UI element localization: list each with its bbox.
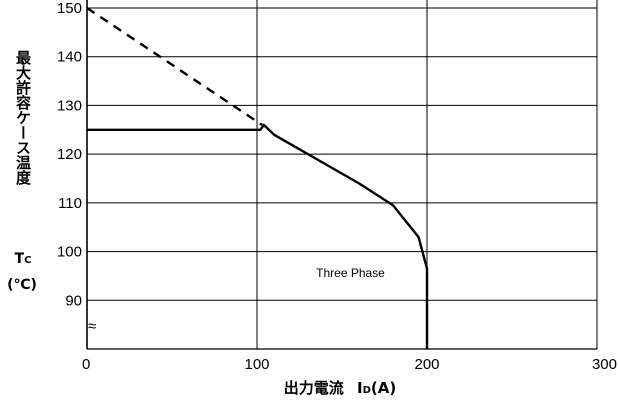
series-layer (86, 7, 429, 349)
y-tick-label-110: 110 (58, 195, 82, 212)
x-tick-label-100: 100 (244, 356, 269, 373)
x-axis-label-symbol: I (357, 379, 363, 397)
y-tick-label-140: 140 (57, 49, 82, 66)
x-axis-label: 出力電流 ID(A) (284, 379, 396, 397)
y-tick-label-150: 150 (57, 0, 82, 17)
y-tick-label-100: 100 (57, 244, 82, 261)
grid (86, 0, 598, 350)
y-axis-label-main: 最大許容ケース温度 (14, 50, 32, 185)
y-axis-label-unit: (℃) (7, 277, 37, 293)
x-tick-label-300: 300 (592, 356, 617, 373)
x-tick-label-200: 200 (414, 356, 439, 373)
tick-labels: 150 140 130 120 110 100 90 0 100 200 300 ≈ (57, 0, 617, 373)
y-tick-label-130: 130 (57, 97, 82, 114)
y-tick-label-120: 120 (57, 146, 82, 163)
axis-break-mark: ≈ (88, 318, 96, 335)
series-2-solid-line (87, 123, 429, 349)
y-tick-label-90: 90 (65, 292, 82, 309)
x-tick-label-0: 0 (82, 356, 90, 373)
series-1-dashed-line (86, 7, 263, 126)
x-axis-label-subscript: D (363, 385, 371, 396)
annotations: Three Phase (316, 266, 385, 280)
x-axis-label-unit: (A) (371, 379, 396, 397)
y-axis-label-symbol: TC (14, 251, 32, 267)
annotation-1: Three Phase (316, 266, 385, 280)
x-axis-label-main: 出力電流 (284, 379, 344, 397)
